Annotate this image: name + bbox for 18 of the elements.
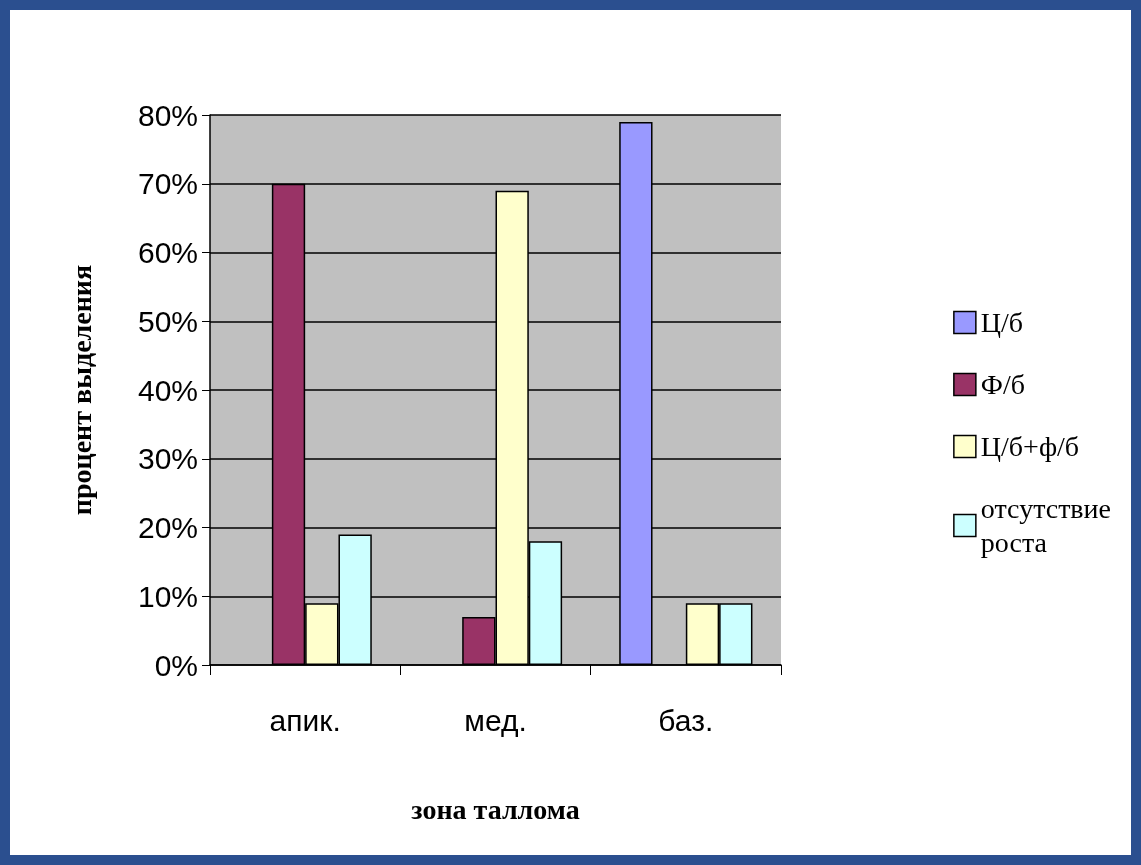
legend-label: отсутствие роста — [980, 493, 1112, 558]
y-tick-label: 0% — [154, 648, 198, 682]
y-tick-label: 80% — [137, 98, 198, 132]
y-tick-label: 30% — [137, 442, 198, 476]
x-tick-label: баз. — [658, 703, 714, 737]
y-tick-label: 70% — [137, 167, 198, 201]
x-tick-label: мед. — [464, 703, 527, 737]
y-tick-label: 50% — [137, 304, 198, 338]
y-tick-label: 20% — [137, 511, 198, 544]
y-tick-label: 10% — [137, 579, 198, 613]
legend-label: Ф/б — [980, 369, 1026, 400]
x-tick-label: апик. — [269, 703, 341, 737]
legend-label: Ц/б — [980, 307, 1024, 338]
y-tick-label: 40% — [137, 373, 198, 407]
y-axis-title: процент выделения — [65, 264, 97, 516]
legend-label: Ц/б+ф/б — [980, 431, 1080, 462]
x-axis-title: зона таллома — [411, 793, 580, 825]
y-tick-label: 60% — [137, 236, 198, 269]
